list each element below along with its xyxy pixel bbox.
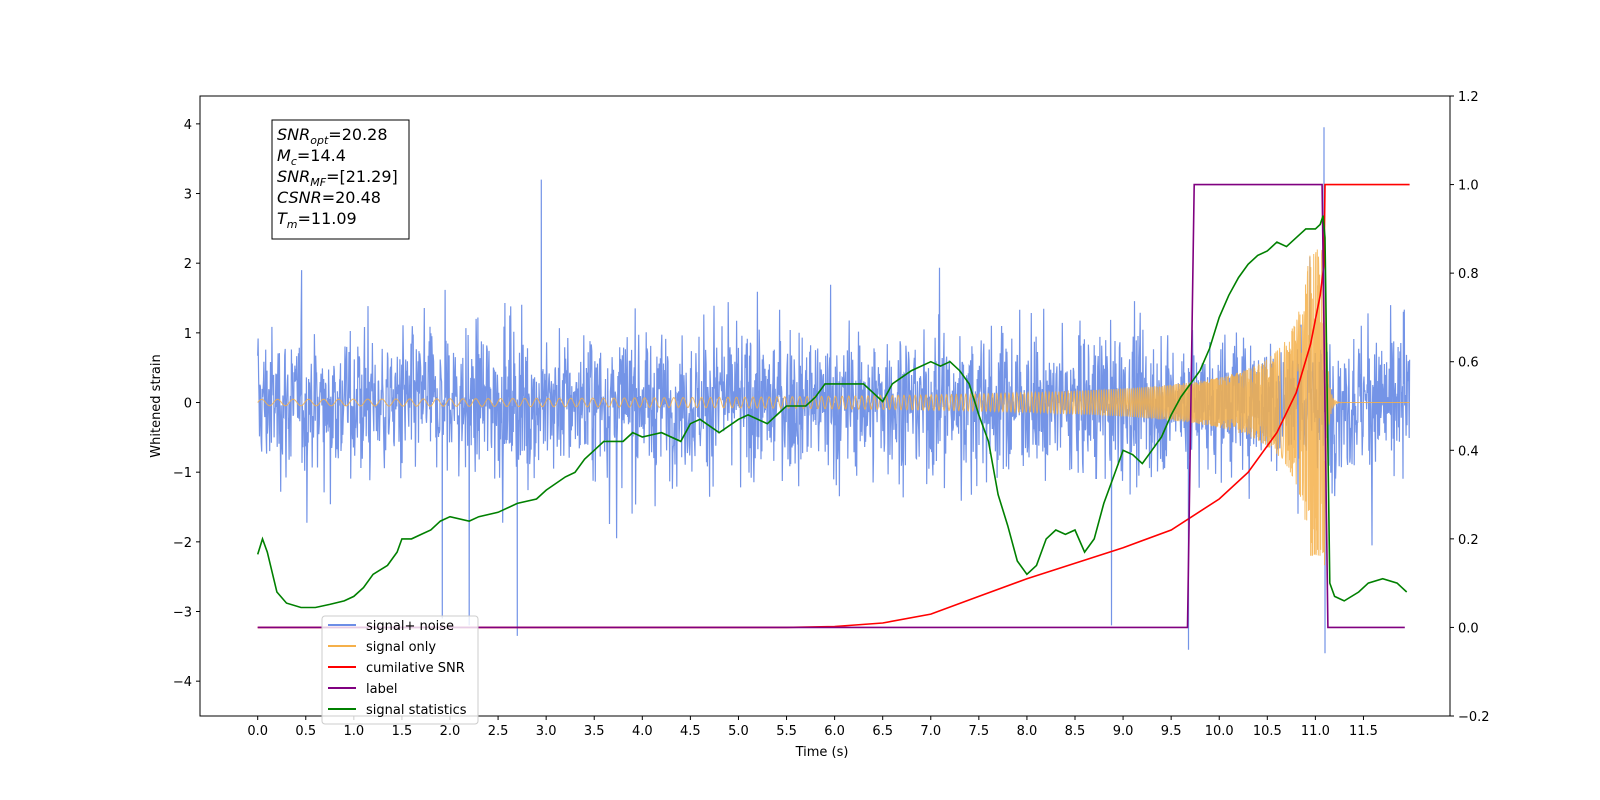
x-tick-label: 11.0	[1301, 724, 1330, 739]
legend: signal+ noise signal only cumilative SNR la…	[321, 615, 479, 725]
x-tick-label: 9.0	[1113, 724, 1134, 739]
y2-tick-label: 0.0	[1458, 621, 1479, 636]
axes: 0.0 0.5 1.0 1.5 2.0 2.5 3.0 3.5 4.0 4.5 5.0 5.5 6.0 6…	[173, 90, 1490, 739]
x-tick-label: 4.5	[680, 724, 701, 739]
legend-label: signal statistics	[366, 703, 467, 718]
x-tick-label: 7.0	[920, 724, 941, 739]
annotation-line: SNRopt=20.28	[277, 125, 388, 147]
y-tick-label: −2	[173, 536, 192, 551]
x-tick-label: 0.0	[247, 724, 268, 739]
annotation-box: SNRopt=20.28Mc=14.4SNRMF=[21.29]CSNR=20.…	[271, 119, 410, 240]
legend-label: label	[366, 682, 397, 697]
x-tick-label: 0.5	[295, 724, 316, 739]
series-signal-only-line	[257, 249, 1410, 566]
plot-area	[256, 127, 1411, 654]
y2-tick-label: 0.8	[1458, 267, 1479, 282]
legend-label: signal+ noise	[366, 619, 454, 634]
y2-tick-label: 1.2	[1458, 90, 1479, 105]
annotation-line: SNRMF=[21.29]	[277, 167, 398, 189]
x-tick-label: 6.5	[872, 724, 893, 739]
series-label-line	[257, 183, 1405, 629]
x-tick-label: 2.0	[440, 724, 461, 739]
plot-frame	[199, 95, 1451, 717]
y-tick-label: 1	[184, 327, 192, 342]
y-axis-label: Whitened strain	[149, 354, 164, 457]
x-tick-label: 10.5	[1253, 724, 1282, 739]
y-tick-label: 4	[184, 118, 192, 133]
legend-label: cumilative SNR	[366, 661, 465, 676]
annotation-line: Tm=11.09	[277, 209, 357, 231]
y-tick-label: 0	[184, 397, 192, 412]
y-tick-label: 3	[184, 188, 192, 203]
x-tick-label: 5.5	[776, 724, 797, 739]
y-tick-label: 2	[184, 257, 192, 272]
y-tick-label: −3	[173, 606, 192, 621]
series-signal-statistics-line	[256, 215, 1408, 609]
x-tick-label: 3.0	[536, 724, 557, 739]
x-tick-label: 3.5	[584, 724, 605, 739]
annotation-line: CSNR=20.48	[277, 188, 381, 207]
x-tick-label: 11.5	[1349, 724, 1378, 739]
x-tick-label: 8.5	[1065, 724, 1086, 739]
x-tick-label: 9.5	[1161, 724, 1182, 739]
x-tick-label: 2.5	[488, 724, 509, 739]
annotation-line: Mc=14.4	[277, 146, 346, 168]
x-tick-label: 4.0	[632, 724, 653, 739]
legend-label: signal only	[366, 640, 436, 655]
x-tick-label: 6.0	[824, 724, 845, 739]
y2-tick-label: 0.2	[1458, 533, 1479, 548]
x-tick-label: 10.0	[1205, 724, 1234, 739]
y2-tick-label: 0.4	[1458, 444, 1479, 459]
y-tick-label: −4	[173, 675, 192, 690]
x-tick-label: 7.5	[969, 724, 990, 739]
y2-tick-label: 1.0	[1458, 179, 1479, 194]
y2-tick-label: −0.2	[1458, 710, 1490, 725]
x-tick-label: 8.0	[1017, 724, 1038, 739]
y2-tick-label: 0.6	[1458, 356, 1479, 371]
x-axis-label: Time (s)	[795, 745, 849, 760]
x-tick-label: 1.5	[392, 724, 413, 739]
y-tick-label: −1	[173, 466, 192, 481]
x-tick-label: 1.0	[344, 724, 365, 739]
x-tick-label: 5.0	[728, 724, 749, 739]
